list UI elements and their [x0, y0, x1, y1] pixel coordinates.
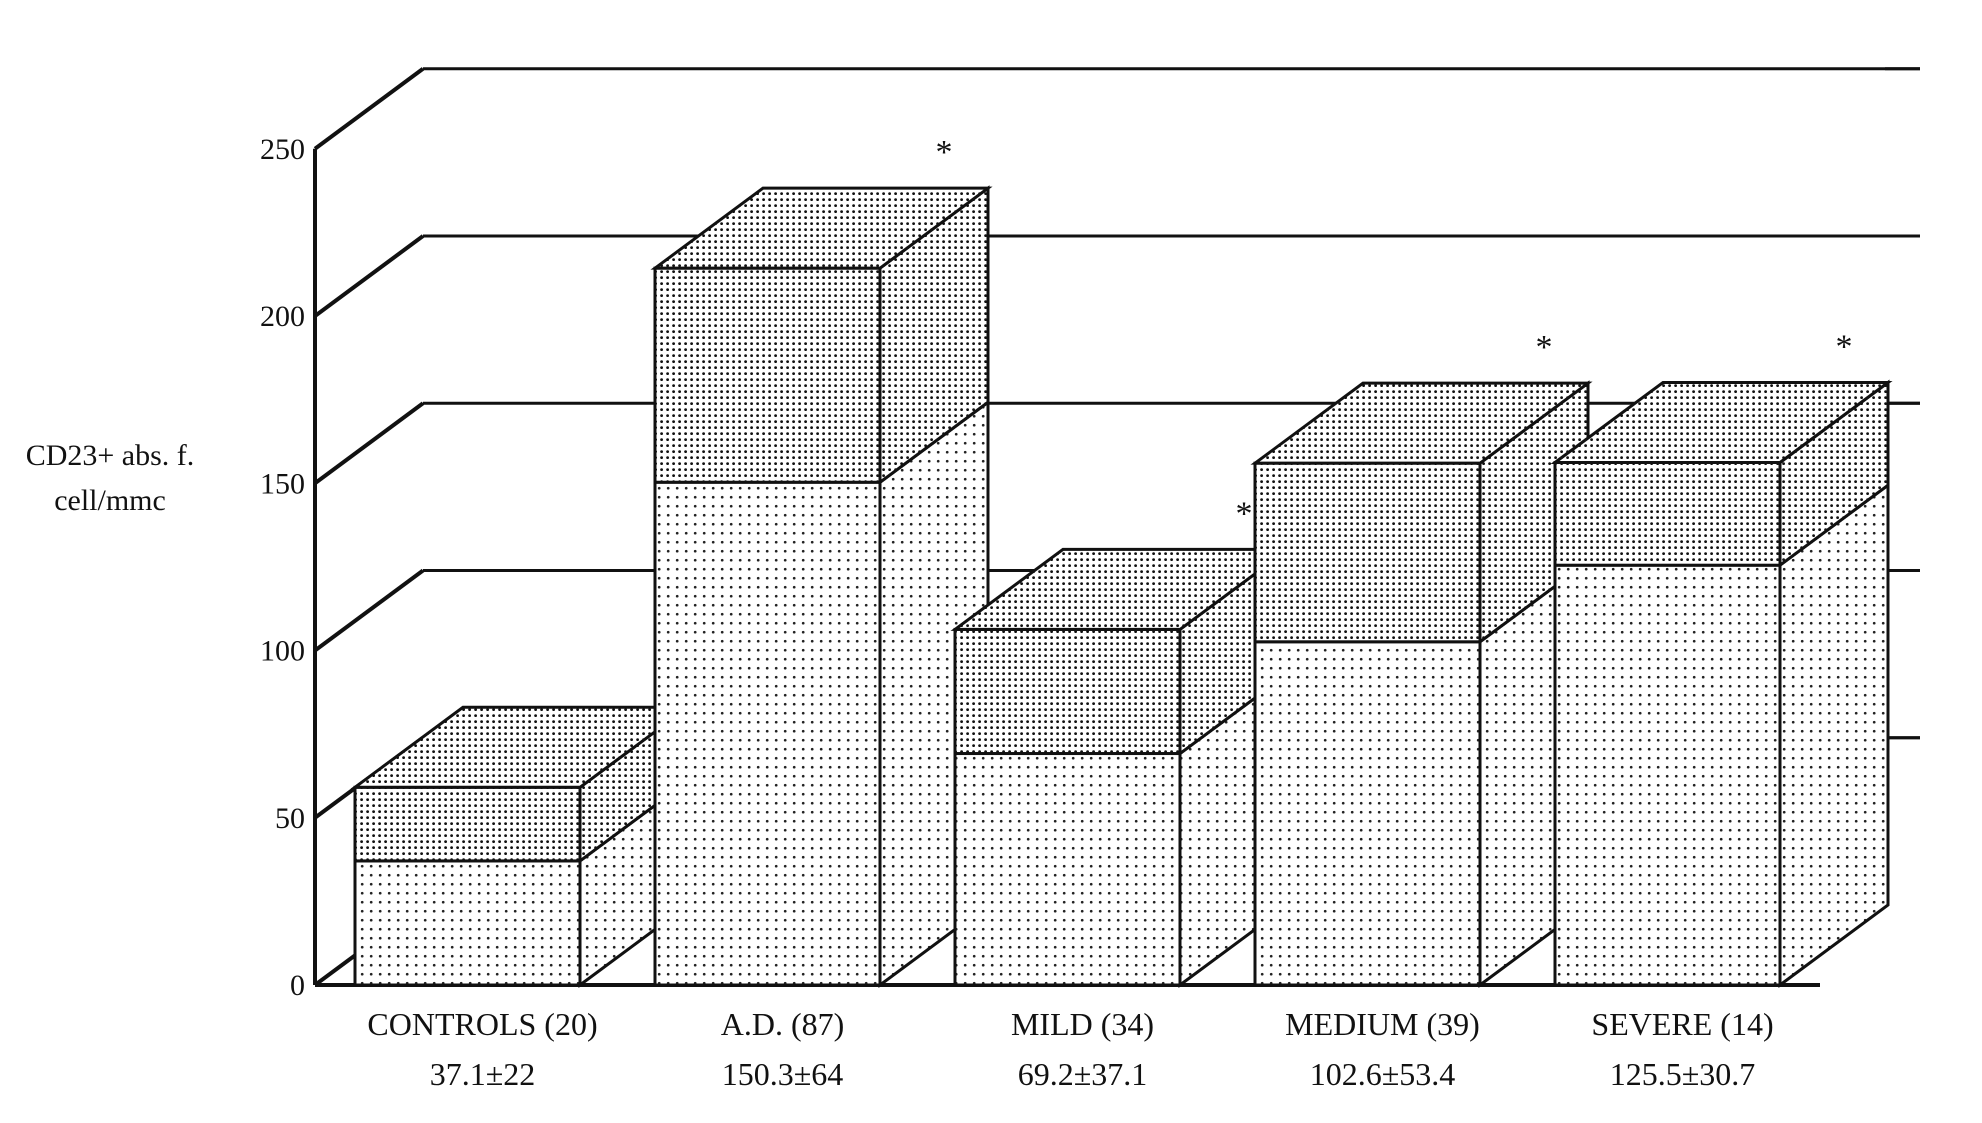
bar-segment-front — [1553, 461, 1782, 567]
bar-segment-front — [653, 266, 882, 484]
y-axis-label: CD23+ abs. f. — [26, 439, 195, 472]
bar-segment-front — [653, 480, 882, 987]
bar-annotation: 69.2±37.1 — [1018, 1056, 1148, 1092]
x-tick-label: MEDIUM (39) — [1285, 1006, 1480, 1042]
bar-layer — [350, 185, 1893, 988]
y-tick-label: 200 — [260, 300, 305, 333]
bar-top-face — [1550, 381, 1893, 465]
y-tick-label: 50 — [275, 802, 305, 835]
y-axis-label: cell/mmc — [54, 484, 166, 517]
bar-top-face — [1250, 381, 1593, 465]
bar-annotation: 125.5±30.7 — [1610, 1056, 1756, 1092]
grid-diagonal — [313, 568, 425, 653]
text-layer: 0 50 100 150 200 250 CD23+ abs. f. cell/mmc CONT… — [26, 133, 1853, 1092]
bar-annotation: 150.3±64 — [722, 1056, 844, 1092]
bar-segment-front — [353, 785, 582, 863]
significance-star: * — [1236, 495, 1253, 532]
grid-diagonal — [313, 67, 425, 151]
bar-segment-front — [953, 752, 1182, 987]
x-tick-label: MILD (34) — [1011, 1006, 1154, 1042]
x-tick-label: SEVERE (14) — [1591, 1006, 1773, 1042]
significance-star: * — [936, 134, 953, 171]
grid-diagonal — [313, 401, 425, 485]
y-tick-label: 250 — [260, 133, 305, 166]
x-tick-label: A.D. (87) — [721, 1006, 845, 1042]
bar-segment-front — [953, 627, 1182, 756]
bar-segment-front — [1253, 640, 1482, 987]
bar-annotation: 102.6±53.4 — [1310, 1056, 1456, 1092]
bar-segment-front — [353, 859, 582, 987]
grid-diagonal — [313, 234, 425, 318]
bar-segment-front — [1253, 461, 1482, 644]
significance-star: * — [1836, 329, 1853, 366]
y-tick-label: 150 — [260, 467, 305, 500]
y-tick-label: 0 — [290, 969, 305, 1002]
significance-star: * — [1536, 329, 1553, 366]
bar-annotation: 37.1±22 — [430, 1056, 536, 1092]
bar-top-face — [650, 186, 993, 270]
x-tick-label: CONTROLS (20) — [367, 1006, 597, 1042]
bar-segment-front — [1553, 563, 1782, 987]
bar-segment-side — [1778, 482, 1890, 988]
y-tick-label: 100 — [260, 635, 305, 668]
